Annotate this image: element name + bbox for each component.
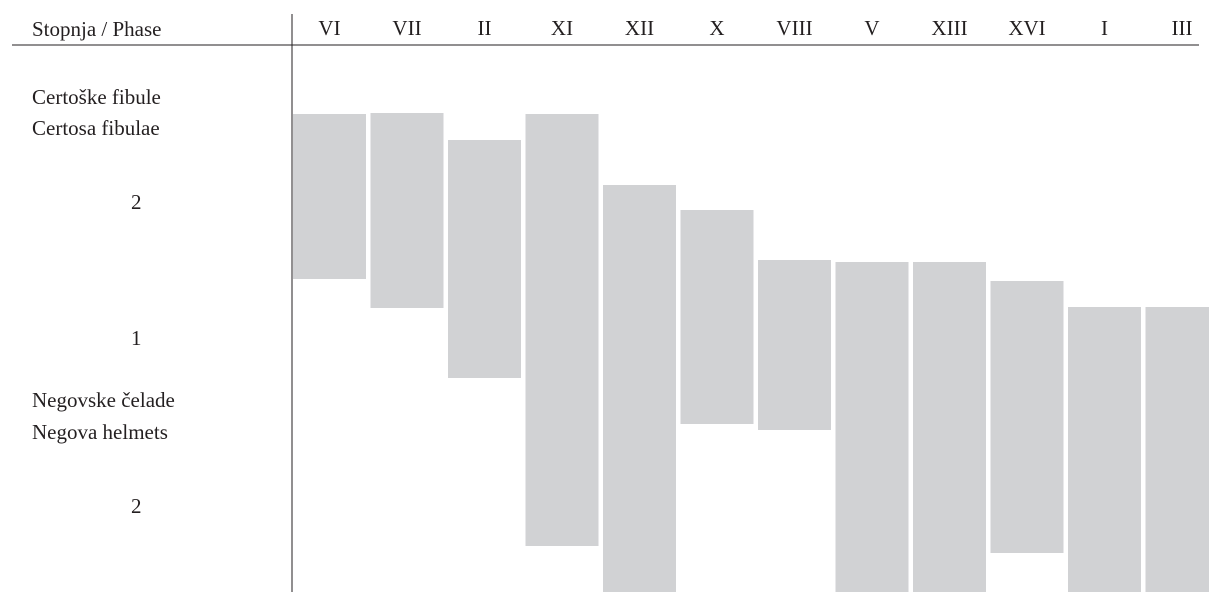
column-header-i: I — [1101, 16, 1108, 40]
bar-phase-xiii — [913, 262, 986, 592]
bar-phase-iii — [1145, 307, 1209, 592]
column-header-iii: III — [1172, 16, 1193, 40]
bar-phase-x — [680, 210, 754, 424]
bar-phase-i — [1068, 307, 1141, 592]
bar-phase-ii — [448, 140, 521, 378]
column-headers: VI VII II XI XII X VIII V XIII XVI I III — [318, 16, 1192, 40]
bar-phase-vii — [370, 113, 444, 308]
bar-phase-vi — [293, 114, 366, 279]
stub-header-label: Stopnja / Phase — [32, 17, 162, 41]
column-header-vii: VII — [392, 16, 421, 40]
middle-level-label: 1 — [131, 326, 142, 350]
certosa-label-sl: Certoške fibule — [32, 85, 161, 109]
column-header-xii: XII — [625, 16, 654, 40]
negova-label-en: Negova helmets — [32, 420, 168, 444]
bar-phase-xi — [525, 114, 599, 546]
column-header-viii: VIII — [776, 16, 812, 40]
column-header-x: X — [709, 16, 724, 40]
column-header-vi: VI — [318, 16, 340, 40]
column-header-ii: II — [478, 16, 492, 40]
column-header-v: V — [864, 16, 879, 40]
column-header-xvi: XVI — [1008, 16, 1045, 40]
bars-group — [293, 113, 1209, 592]
negova-label-sl: Negovske čelade — [32, 388, 175, 412]
column-header-xiii: XIII — [931, 16, 967, 40]
bar-phase-xii — [603, 185, 676, 592]
bar-phase-xvi — [990, 281, 1064, 553]
bar-phase-viii — [758, 260, 831, 430]
certosa-level-label: 2 — [131, 190, 142, 214]
negova-level-label: 2 — [131, 494, 142, 518]
bar-phase-v — [835, 262, 909, 592]
certosa-label-en: Certosa fibulae — [32, 116, 160, 140]
column-header-xi: XI — [551, 16, 573, 40]
